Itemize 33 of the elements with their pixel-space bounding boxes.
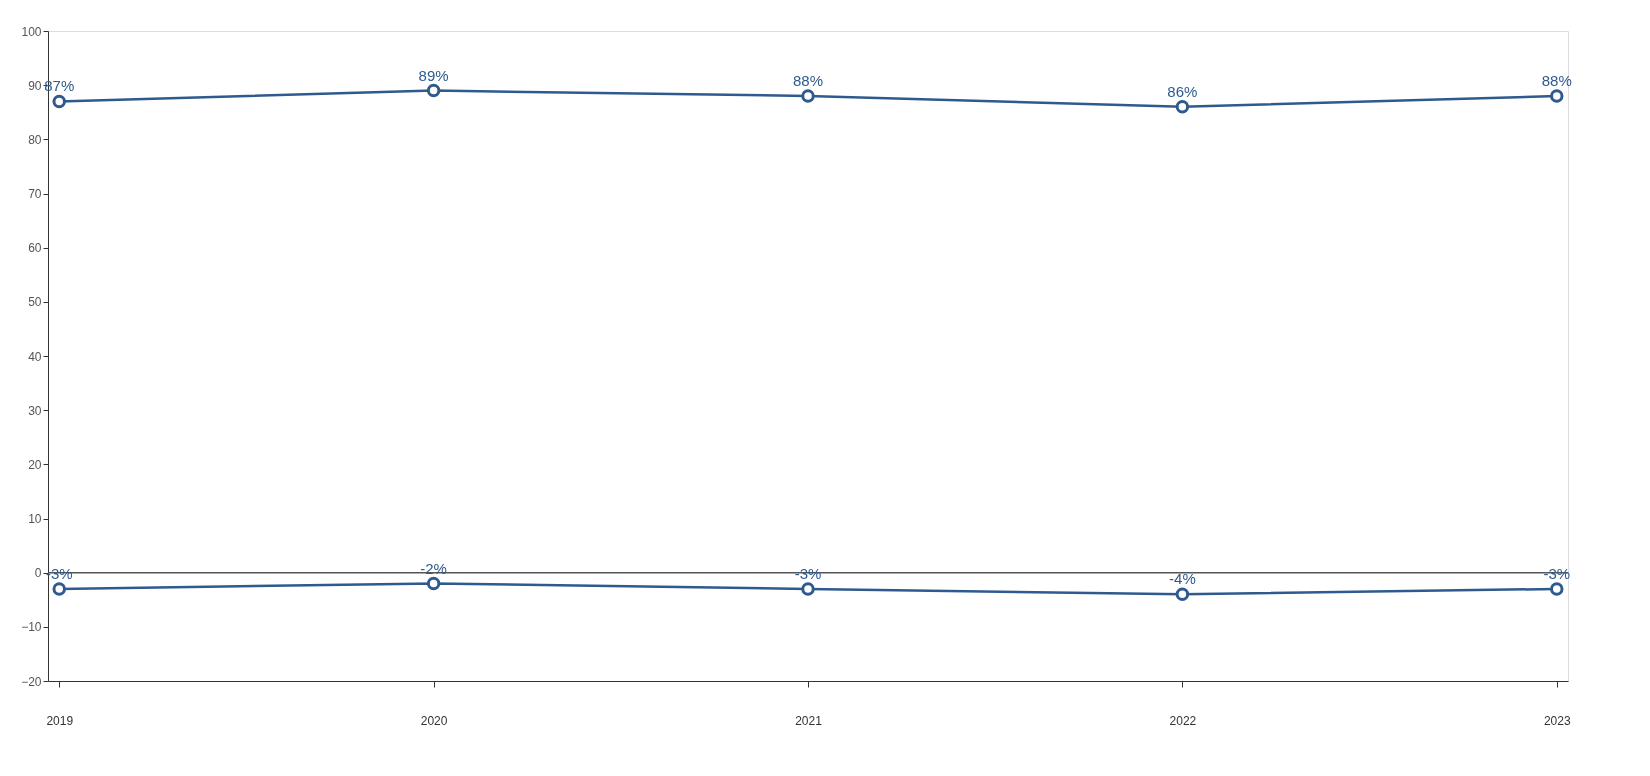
y-tick-label: 10 — [28, 512, 42, 526]
y-tick-label: 0 — [34, 566, 42, 581]
y-tick-label: 80 — [28, 132, 42, 147]
point — [52, 582, 66, 596]
y-tick-label: 30 — [28, 403, 42, 418]
point — [801, 89, 815, 103]
y-tick-label: 100 — [21, 24, 42, 39]
y-tick-label: 60 — [28, 241, 42, 256]
data-label: 88% — [1541, 72, 1572, 89]
x-tick-label: 2022 — [1169, 713, 1197, 728]
x-tick-label: 2023 — [1543, 713, 1571, 728]
point — [801, 582, 815, 596]
y-tick-label: 50 — [28, 295, 42, 310]
point — [1550, 582, 1564, 596]
point — [52, 94, 66, 109]
y-tick-label: 20 — [28, 457, 42, 472]
x-tick-label: 2021 — [795, 713, 823, 728]
point — [1175, 100, 1190, 114]
data-label: -4% — [1169, 570, 1196, 588]
point — [1550, 89, 1564, 103]
y-tick-label: 40 — [28, 349, 42, 364]
x-tick-label: 2020 — [420, 713, 448, 728]
x-tick-label: 2019 — [46, 713, 74, 728]
data-label: 86% — [1167, 82, 1198, 100]
y-tick-label: 90 — [28, 78, 42, 93]
point — [426, 576, 441, 591]
data-label: 89% — [418, 66, 449, 84]
y-tick-label: −10 — [21, 620, 42, 635]
y-tick-label: −20 — [21, 674, 42, 689]
point — [1175, 587, 1190, 602]
point — [426, 83, 441, 98]
data-label: 88% — [792, 72, 824, 89]
y-tick-label: 70 — [28, 187, 42, 201]
